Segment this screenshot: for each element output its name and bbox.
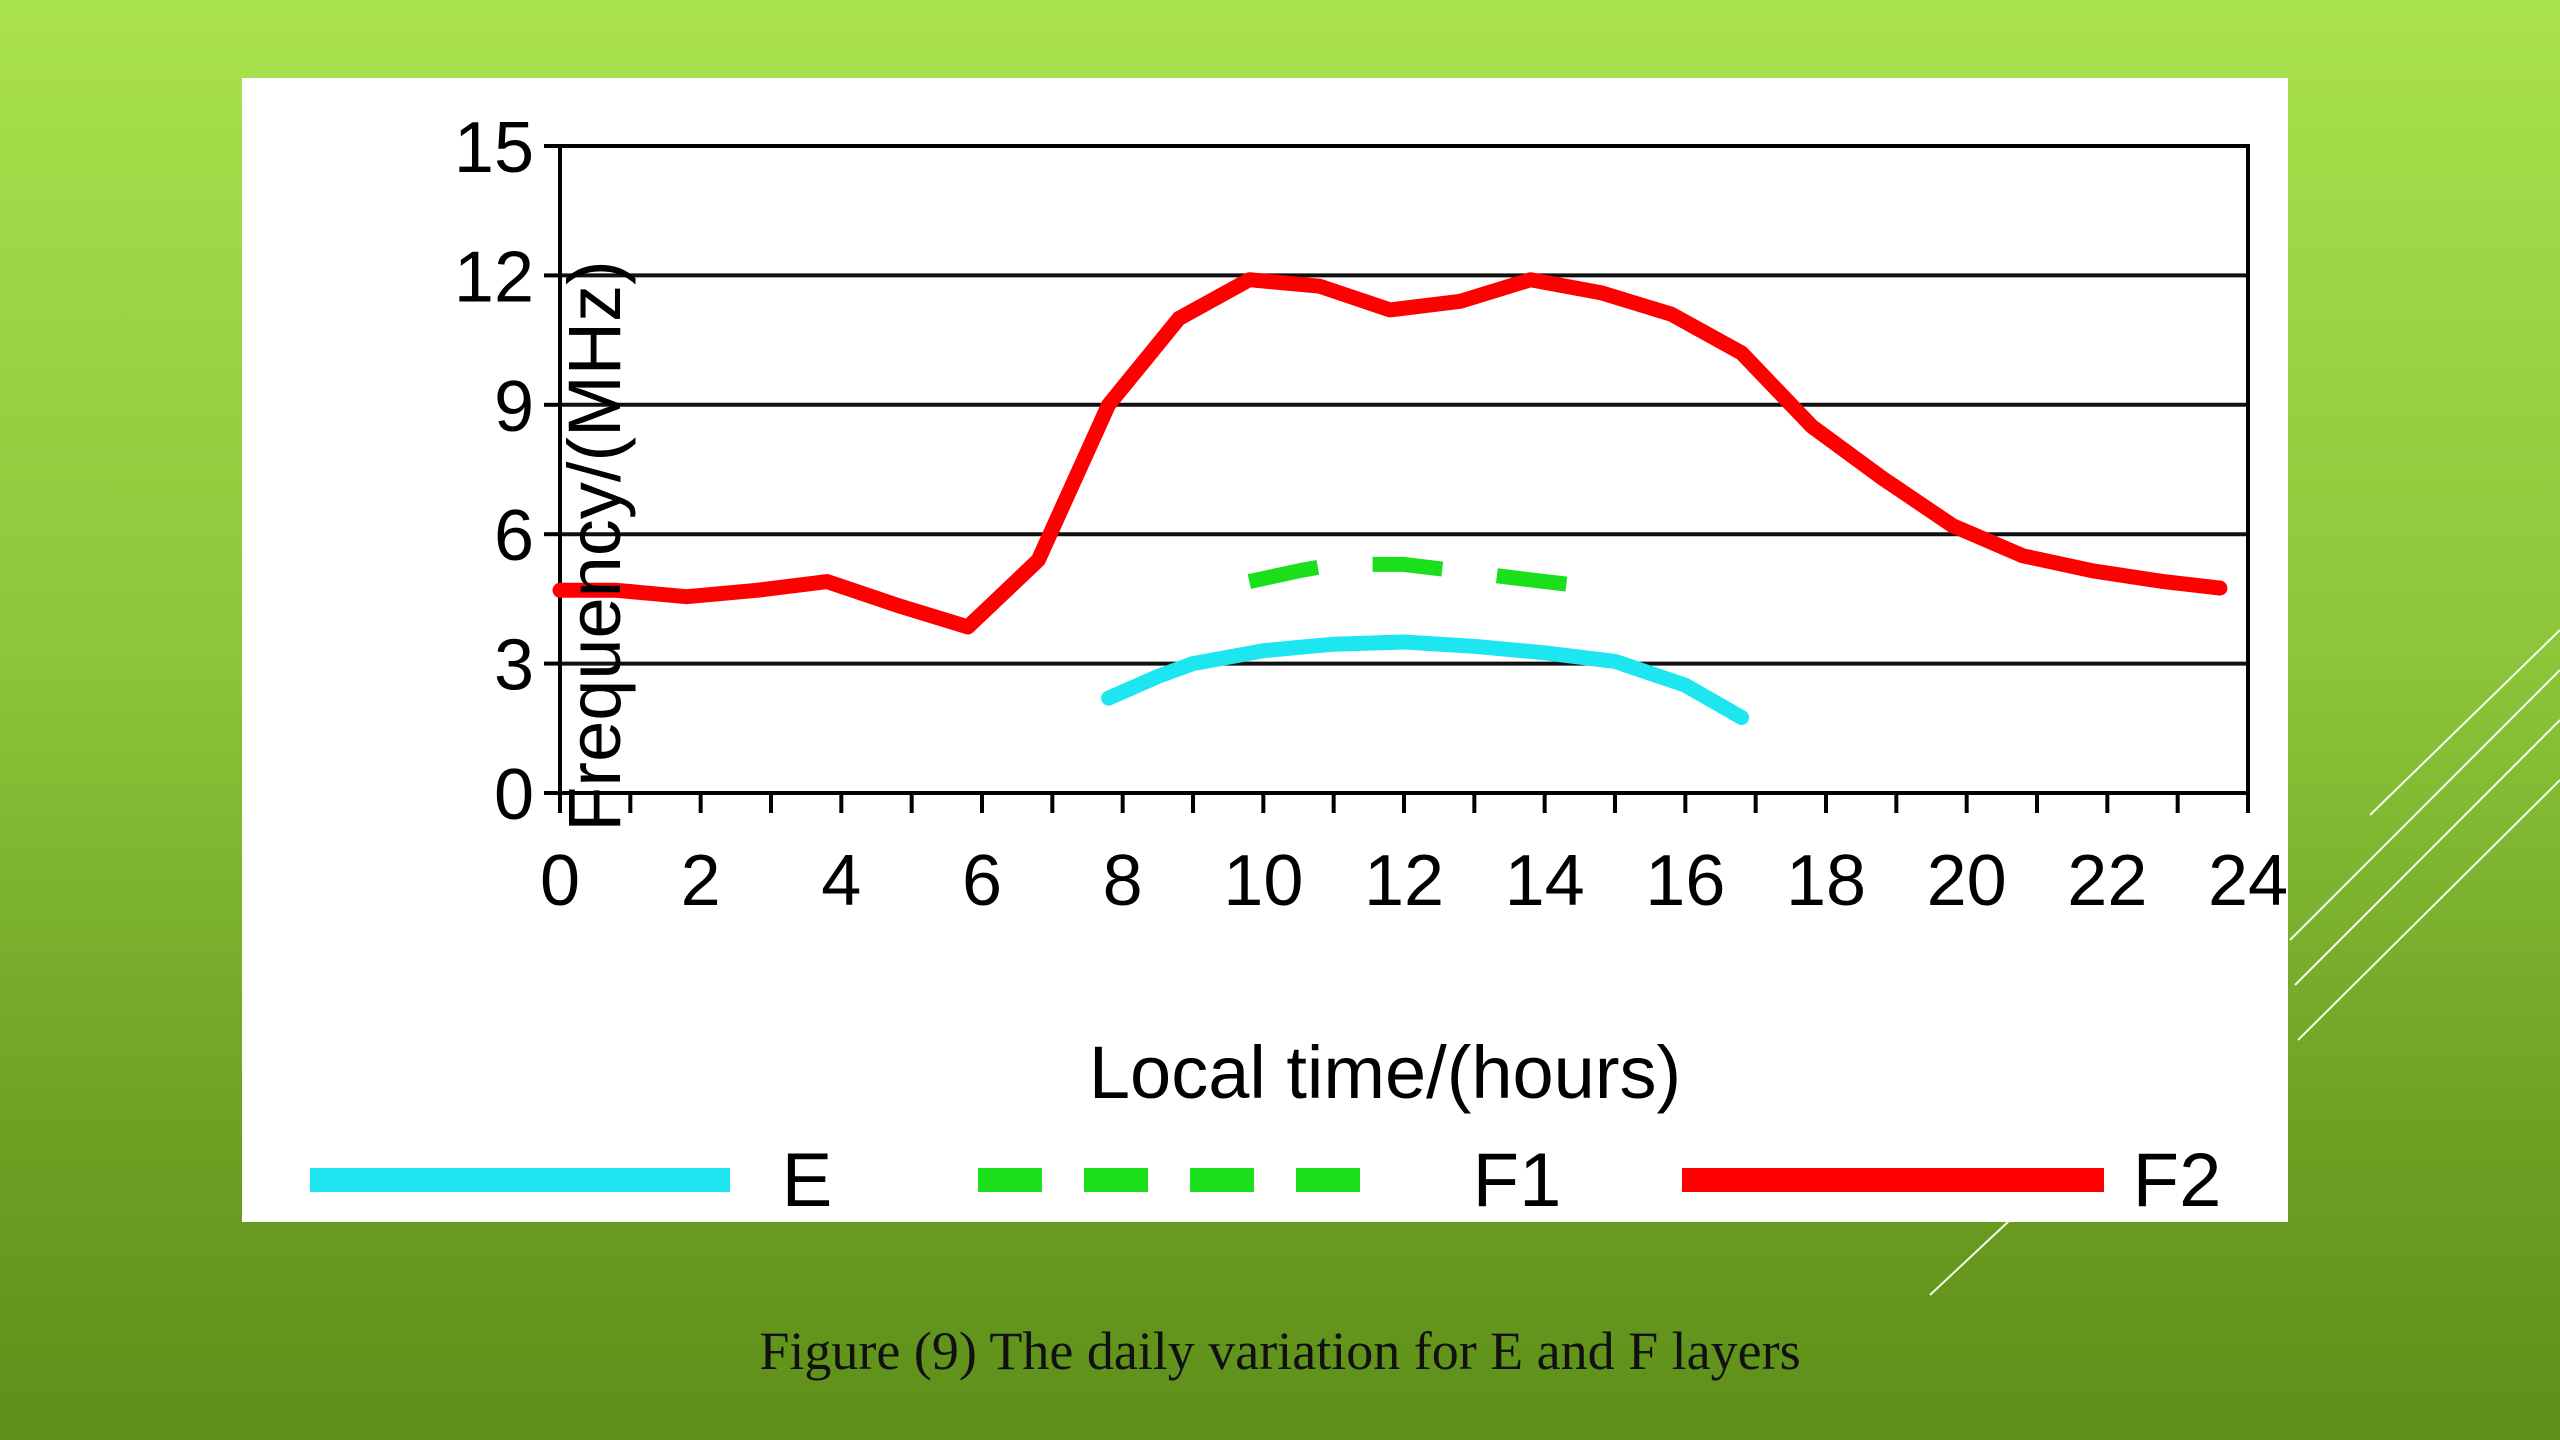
x-tick-label: 16 — [1645, 841, 1725, 921]
legend-label-f2: F2 — [2133, 1138, 2222, 1222]
x-tick-label: 14 — [1505, 841, 1585, 921]
y-tick-label: 6 — [494, 496, 534, 576]
x-tick-label: 18 — [1786, 841, 1866, 921]
figure-caption: Figure (9) The daily variation for E and… — [759, 1321, 1801, 1381]
legend-label-f1: F1 — [1473, 1138, 1562, 1222]
series-line-f2 — [552, 272, 2228, 635]
legend: E F1 F2 — [310, 1138, 2221, 1222]
x-tick-label: 10 — [1223, 841, 1303, 921]
y-tick-labels: 0 3 6 9 12 15 — [454, 108, 534, 835]
y-tick-label: 9 — [494, 367, 534, 447]
legend-label-e: E — [782, 1138, 833, 1222]
y-tick-label: 15 — [454, 108, 534, 188]
series-line-f1 — [1247, 556, 1602, 596]
y-axis-title: Frequency/(MHz) — [553, 260, 636, 832]
y-tick-label: 12 — [454, 237, 534, 317]
grid-lines — [560, 273, 2248, 666]
y-tick-label: 3 — [494, 626, 534, 706]
figure-panel: 0 3 6 9 12 15 0 2 4 6 8 10 12 14 16 18 20 22 24 Local tim… — [242, 78, 2288, 1222]
x-tick-label: 24 — [2208, 841, 2288, 921]
axis-ticks — [544, 144, 2250, 813]
x-tick-label: 4 — [821, 841, 861, 921]
x-tick-label: 2 — [681, 841, 721, 921]
x-tick-label: 20 — [1927, 841, 2007, 921]
series-lines — [552, 272, 2228, 725]
x-tick-label: 8 — [1103, 841, 1143, 921]
x-tick-label: 12 — [1364, 841, 1444, 921]
plot-frame — [558, 144, 2250, 795]
series-line-e — [1101, 634, 1750, 725]
x-tick-label: 22 — [2067, 841, 2147, 921]
x-tick-label: 0 — [540, 841, 580, 921]
y-tick-label: 0 — [494, 755, 534, 835]
x-tick-labels: 0 2 4 6 8 10 12 14 16 18 20 22 24 — [540, 841, 2288, 921]
x-tick-label: 6 — [962, 841, 1002, 921]
x-axis-title: Local time/(hours) — [1089, 1031, 1681, 1114]
